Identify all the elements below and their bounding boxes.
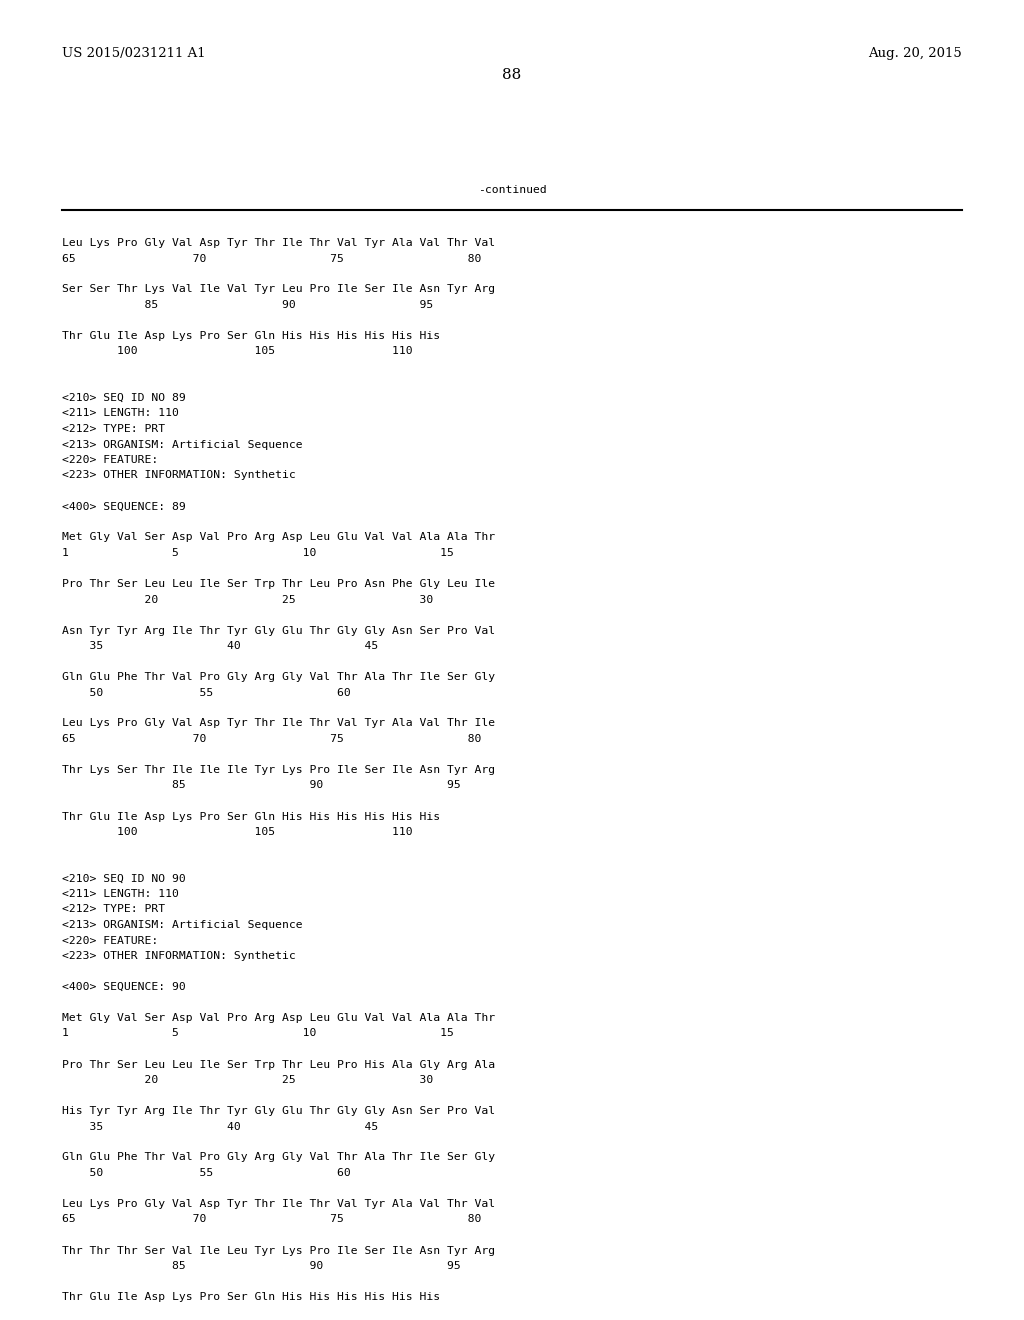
Text: 85                  90                  95: 85 90 95: [62, 300, 433, 310]
Text: <213> ORGANISM: Artificial Sequence: <213> ORGANISM: Artificial Sequence: [62, 440, 303, 450]
Text: <212> TYPE: PRT: <212> TYPE: PRT: [62, 424, 165, 434]
Text: <210> SEQ ID NO 89: <210> SEQ ID NO 89: [62, 393, 185, 403]
Text: 1               5                  10                  15: 1 5 10 15: [62, 548, 454, 558]
Text: Leu Lys Pro Gly Val Asp Tyr Thr Ile Thr Val Tyr Ala Val Thr Val: Leu Lys Pro Gly Val Asp Tyr Thr Ile Thr …: [62, 1199, 496, 1209]
Text: Thr Glu Ile Asp Lys Pro Ser Gln His His His His His His: Thr Glu Ile Asp Lys Pro Ser Gln His His …: [62, 1292, 440, 1302]
Text: 65                 70                  75                  80: 65 70 75 80: [62, 1214, 481, 1225]
Text: <220> FEATURE:: <220> FEATURE:: [62, 455, 159, 465]
Text: <211> LENGTH: 110: <211> LENGTH: 110: [62, 408, 179, 418]
Text: <223> OTHER INFORMATION: Synthetic: <223> OTHER INFORMATION: Synthetic: [62, 470, 296, 480]
Text: Thr Thr Thr Ser Val Ile Leu Tyr Lys Pro Ile Ser Ile Asn Tyr Arg: Thr Thr Thr Ser Val Ile Leu Tyr Lys Pro …: [62, 1246, 496, 1255]
Text: 50              55                  60: 50 55 60: [62, 1168, 351, 1177]
Text: <213> ORGANISM: Artificial Sequence: <213> ORGANISM: Artificial Sequence: [62, 920, 303, 931]
Text: 35                  40                  45: 35 40 45: [62, 642, 378, 651]
Text: Gln Glu Phe Thr Val Pro Gly Arg Gly Val Thr Ala Thr Ile Ser Gly: Gln Glu Phe Thr Val Pro Gly Arg Gly Val …: [62, 672, 496, 682]
Text: 1               5                  10                  15: 1 5 10 15: [62, 1028, 454, 1039]
Text: 88: 88: [503, 69, 521, 82]
Text: Met Gly Val Ser Asp Val Pro Arg Asp Leu Glu Val Val Ala Ala Thr: Met Gly Val Ser Asp Val Pro Arg Asp Leu …: [62, 1012, 496, 1023]
Text: 65                 70                  75                  80: 65 70 75 80: [62, 734, 481, 744]
Text: Aug. 20, 2015: Aug. 20, 2015: [868, 48, 962, 59]
Text: <210> SEQ ID NO 90: <210> SEQ ID NO 90: [62, 874, 185, 883]
Text: <212> TYPE: PRT: <212> TYPE: PRT: [62, 904, 165, 915]
Text: 20                  25                  30: 20 25 30: [62, 1074, 433, 1085]
Text: 20                  25                  30: 20 25 30: [62, 594, 433, 605]
Text: <220> FEATURE:: <220> FEATURE:: [62, 936, 159, 945]
Text: 35                  40                  45: 35 40 45: [62, 1122, 378, 1131]
Text: <400> SEQUENCE: 89: <400> SEQUENCE: 89: [62, 502, 185, 511]
Text: Gln Glu Phe Thr Val Pro Gly Arg Gly Val Thr Ala Thr Ile Ser Gly: Gln Glu Phe Thr Val Pro Gly Arg Gly Val …: [62, 1152, 496, 1163]
Text: Thr Lys Ser Thr Ile Ile Ile Tyr Lys Pro Ile Ser Ile Asn Tyr Arg: Thr Lys Ser Thr Ile Ile Ile Tyr Lys Pro …: [62, 766, 496, 775]
Text: Leu Lys Pro Gly Val Asp Tyr Thr Ile Thr Val Tyr Ala Val Thr Ile: Leu Lys Pro Gly Val Asp Tyr Thr Ile Thr …: [62, 718, 496, 729]
Text: Met Gly Val Ser Asp Val Pro Arg Asp Leu Glu Val Val Ala Ala Thr: Met Gly Val Ser Asp Val Pro Arg Asp Leu …: [62, 532, 496, 543]
Text: 85                  90                  95: 85 90 95: [62, 1261, 461, 1271]
Text: 65                 70                  75                  80: 65 70 75 80: [62, 253, 481, 264]
Text: Asn Tyr Tyr Arg Ile Thr Tyr Gly Glu Thr Gly Gly Asn Ser Pro Val: Asn Tyr Tyr Arg Ile Thr Tyr Gly Glu Thr …: [62, 626, 496, 635]
Text: 100                 105                 110: 100 105 110: [62, 828, 413, 837]
Text: 100                 105                 110: 100 105 110: [62, 346, 413, 356]
Text: 50              55                  60: 50 55 60: [62, 688, 351, 697]
Text: Thr Glu Ile Asp Lys Pro Ser Gln His His His His His His: Thr Glu Ile Asp Lys Pro Ser Gln His His …: [62, 331, 440, 341]
Text: 85                  90                  95: 85 90 95: [62, 780, 461, 791]
Text: Ser Ser Thr Lys Val Ile Val Tyr Leu Pro Ile Ser Ile Asn Tyr Arg: Ser Ser Thr Lys Val Ile Val Tyr Leu Pro …: [62, 285, 496, 294]
Text: -continued: -continued: [477, 185, 547, 195]
Text: <400> SEQUENCE: 90: <400> SEQUENCE: 90: [62, 982, 185, 993]
Text: Leu Lys Pro Gly Val Asp Tyr Thr Ile Thr Val Tyr Ala Val Thr Val: Leu Lys Pro Gly Val Asp Tyr Thr Ile Thr …: [62, 238, 496, 248]
Text: Thr Glu Ile Asp Lys Pro Ser Gln His His His His His His: Thr Glu Ile Asp Lys Pro Ser Gln His His …: [62, 812, 440, 821]
Text: Pro Thr Ser Leu Leu Ile Ser Trp Thr Leu Pro Asn Phe Gly Leu Ile: Pro Thr Ser Leu Leu Ile Ser Trp Thr Leu …: [62, 579, 496, 589]
Text: <211> LENGTH: 110: <211> LENGTH: 110: [62, 888, 179, 899]
Text: His Tyr Tyr Arg Ile Thr Tyr Gly Glu Thr Gly Gly Asn Ser Pro Val: His Tyr Tyr Arg Ile Thr Tyr Gly Glu Thr …: [62, 1106, 496, 1115]
Text: US 2015/0231211 A1: US 2015/0231211 A1: [62, 48, 206, 59]
Text: <223> OTHER INFORMATION: Synthetic: <223> OTHER INFORMATION: Synthetic: [62, 950, 296, 961]
Text: Pro Thr Ser Leu Leu Ile Ser Trp Thr Leu Pro His Ala Gly Arg Ala: Pro Thr Ser Leu Leu Ile Ser Trp Thr Leu …: [62, 1060, 496, 1069]
